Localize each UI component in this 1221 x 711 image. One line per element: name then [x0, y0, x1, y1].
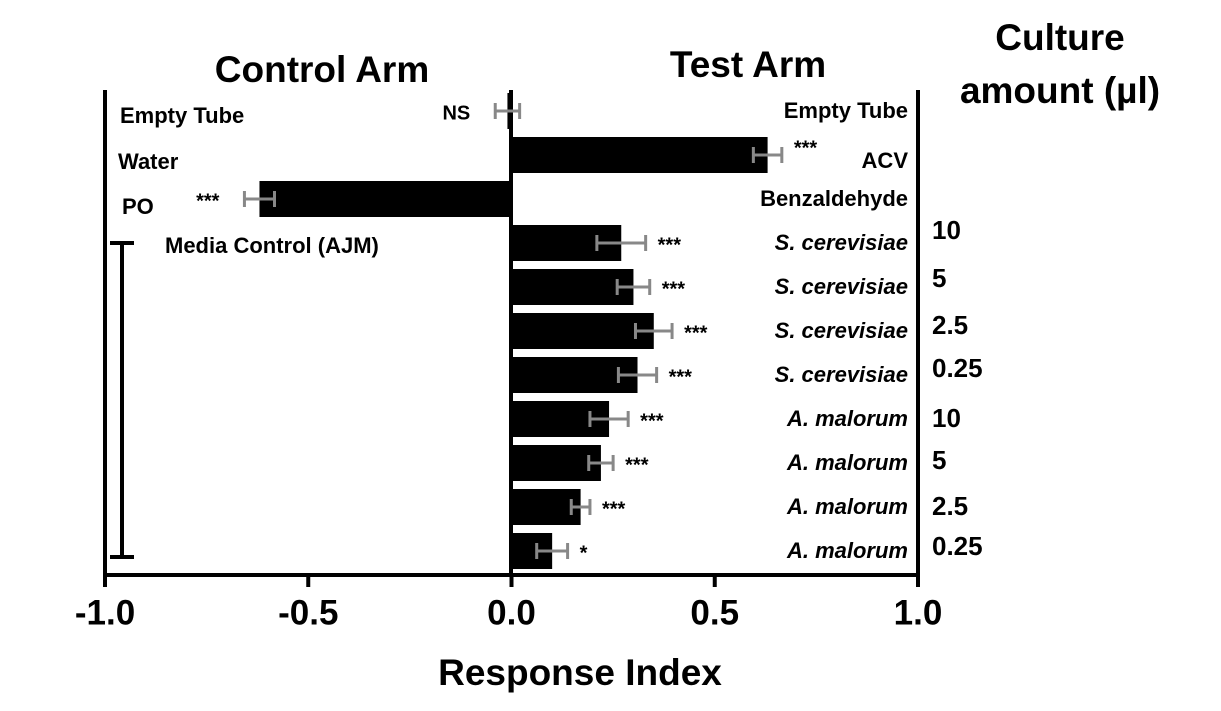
control-label: PO — [122, 194, 154, 219]
test-label: A. malorum — [786, 450, 908, 475]
test-label: ACV — [862, 148, 909, 173]
significance-label: *** — [602, 498, 626, 520]
test-label: S. cerevisiae — [775, 230, 908, 255]
test-label: S. cerevisiae — [775, 274, 908, 299]
bar — [259, 181, 512, 217]
amount-label: 10 — [932, 403, 961, 433]
error-bar — [587, 455, 615, 471]
test-label: Benzaldehyde — [760, 186, 908, 211]
amount-label: 2.5 — [932, 310, 968, 340]
error-bar — [569, 499, 592, 515]
test-label: A. malorum — [786, 538, 908, 563]
amount-label: 5 — [932, 263, 946, 293]
x-tick-label: 0.5 — [690, 593, 739, 632]
x-axis-title: Response Index — [438, 652, 722, 693]
control-label: Water — [118, 149, 179, 174]
bar — [511, 357, 638, 393]
test-label: Empty Tube — [784, 98, 908, 123]
bar — [511, 445, 601, 481]
error-bar — [535, 543, 570, 559]
significance-label: NS — [442, 102, 470, 124]
test-label: S. cerevisiae — [775, 362, 908, 387]
bar — [511, 269, 634, 305]
bar — [511, 489, 581, 525]
significance-label: *** — [625, 454, 649, 476]
significance-label: *** — [640, 410, 664, 432]
error-bar — [595, 235, 648, 251]
error-bar — [633, 323, 674, 339]
amount-label: 0.25 — [932, 531, 983, 561]
significance-label: *** — [662, 278, 686, 300]
x-tick-label: -1.0 — [75, 593, 135, 632]
error-bar — [751, 147, 784, 163]
x-tick-label: 0.0 — [487, 593, 536, 632]
significance-label: *** — [196, 190, 220, 212]
amount-title: amount (µl) — [960, 70, 1160, 111]
amount-label: 2.5 — [932, 491, 968, 521]
test-label: S. cerevisiae — [775, 318, 908, 343]
bar — [511, 313, 654, 349]
test-label: A. malorum — [786, 406, 908, 431]
error-bar — [493, 103, 522, 119]
amount-label: 0.25 — [932, 353, 983, 383]
significance-label: *** — [684, 322, 708, 344]
significance-label: *** — [669, 366, 693, 388]
significance-label: *** — [658, 234, 682, 256]
amount-label: 10 — [932, 215, 961, 245]
error-bar — [615, 279, 652, 295]
amount-label: 5 — [932, 445, 946, 475]
error-bar — [588, 411, 630, 427]
amount-title: Culture — [995, 17, 1125, 58]
control-title: Control Arm — [215, 49, 429, 90]
test-title: Test Arm — [670, 44, 826, 85]
significance-label: *** — [794, 137, 818, 159]
x-tick-label: -0.5 — [278, 593, 338, 632]
error-bar — [242, 191, 277, 207]
media-bracket — [110, 241, 134, 559]
bar — [511, 137, 768, 173]
x-tick-label: 1.0 — [894, 593, 943, 632]
error-bar — [616, 367, 659, 383]
control-label: Media Control (AJM) — [165, 233, 379, 258]
significance-label: * — [580, 542, 588, 564]
test-label: A. malorum — [786, 494, 908, 519]
control-label: Empty Tube — [120, 103, 244, 128]
